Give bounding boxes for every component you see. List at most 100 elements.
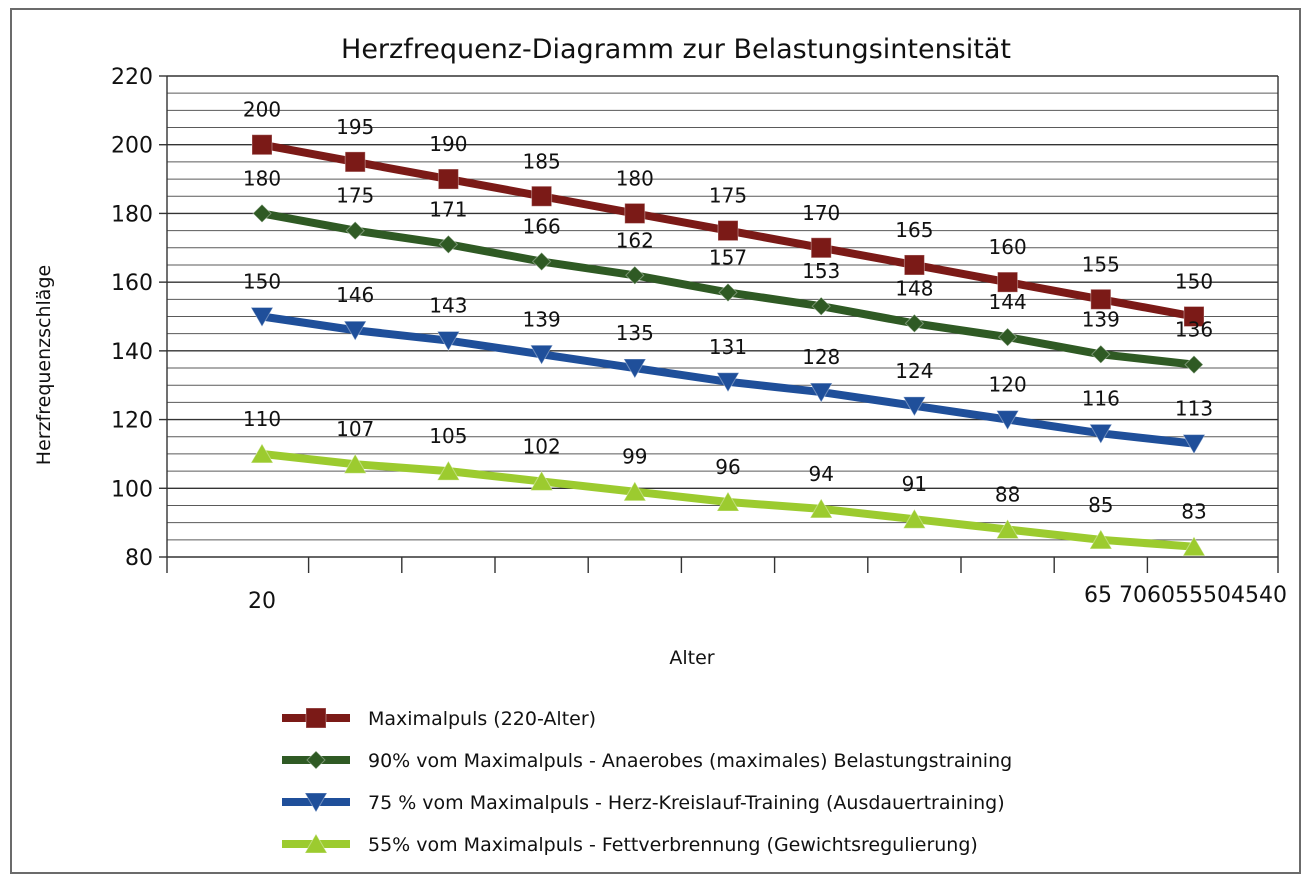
series-ausdauer-75-point-4: [622, 358, 647, 380]
series-anaerob-90-label-2: 171: [429, 197, 467, 221]
series-ausdauer-75-label-9: 116: [1082, 386, 1120, 410]
series-anaerob-90-label-5: 157: [709, 245, 747, 269]
series-fettverbrennung-55-label-5: 96: [715, 455, 740, 479]
series-fettverbrennung-55-label-9: 85: [1088, 493, 1113, 517]
series-maximalpuls-point-10: [1183, 306, 1205, 327]
legend-item-fettverbrennung-55-label: 55% vom Maximalpuls - Fettverbrennung (G…: [368, 834, 978, 856]
series-ausdauer-75-label-4: 135: [616, 321, 654, 345]
series-ausdauer-75-point-10: [1182, 434, 1206, 455]
series-maximalpuls: [251, 134, 1205, 327]
legend: Maximalpuls (220-Alter) 90% vom Maximalpu…: [282, 707, 1012, 856]
series-anaerob-90-label-3: 166: [523, 215, 561, 239]
series-fettverbrennung-55-point-0: [250, 442, 274, 464]
legend-item-maximalpuls-label: Maximalpuls (220-Alter): [368, 708, 596, 730]
x-tick-label-first: 20: [248, 589, 276, 614]
legend-item-anaerob-90-swatch-point-0: [306, 750, 326, 770]
series-ausdauer-75-point-9: [1088, 423, 1113, 445]
series-fettverbrennung-55-point-6: [809, 497, 834, 519]
series-anaerob-90-label-9: 139: [1082, 307, 1120, 331]
series-layer: [250, 134, 1206, 557]
series-fettverbrennung-55-point-2: [436, 460, 461, 481]
series-maximalpuls-label-5: 175: [709, 184, 747, 208]
series-fettverbrennung-55-point-5: [716, 491, 740, 512]
series-fettverbrennung-55-label-3: 102: [523, 434, 561, 458]
series-maximalpuls-label-3: 185: [523, 149, 561, 173]
series-ausdauer-75-point-3: [529, 344, 554, 366]
series-fettverbrennung-55-label-7: 91: [902, 472, 927, 496]
series-ausdauer-75-label-2: 143: [429, 294, 467, 318]
series-maximalpuls-point-6: [810, 237, 832, 259]
series-ausdauer-75-label-3: 139: [523, 307, 561, 331]
series-fettverbrennung-55-point-10: [1182, 535, 1206, 557]
series-maximalpuls-point-4: [624, 202, 646, 224]
series-maximalpuls-label-10: 150: [1175, 270, 1213, 294]
series-ausdauer-75-label-1: 146: [336, 283, 374, 307]
y-tick-label-220: 220: [111, 65, 153, 90]
legend-item-ausdauer-75: 75 % vom Maximalpuls - Herz-Kreislauf-Tr…: [282, 792, 1005, 814]
series-fettverbrennung-55-point-8: [995, 518, 1020, 540]
series-ausdauer-75-point-0: [250, 307, 274, 328]
series-fettverbrennung-55-point-1: [343, 453, 368, 474]
chart-title: Herzfrequenz-Diagramm zur Belastungsinte…: [341, 34, 1011, 65]
series-fettverbrennung-55-label-0: 110: [243, 407, 281, 431]
legend-item-fettverbrennung-55: 55% vom Maximalpuls - Fettverbrennung (G…: [282, 833, 978, 856]
legend-item-fettverbrennung-55-swatch-point-0: [304, 833, 328, 854]
y-tick-label-200: 200: [111, 134, 153, 159]
series-maximalpuls-point-7: [903, 254, 925, 276]
series-maximalpuls-point-5: [717, 220, 739, 242]
chart-frame: Herzfrequenz-Diagramm zur Belastungsinte…: [10, 8, 1301, 874]
series-anaerob-90-point-5: [718, 282, 738, 303]
series-ausdauer-75-point-5: [716, 372, 740, 393]
axis-layer: 80 100 120 140 160 180 200 220 20 65 706055504540: [111, 65, 1287, 614]
series-anaerob-90-point-10: [1184, 354, 1204, 375]
series-maximalpuls-point-9: [1090, 288, 1112, 310]
series-ausdauer-75-label-10: 113: [1175, 397, 1213, 421]
series-anaerob-90-point-9: [1091, 344, 1111, 364]
series-anaerob-90-point-7: [904, 313, 925, 334]
y-tick-label-80: 80: [125, 546, 153, 571]
series-ausdauer-75-point-7: [902, 396, 927, 417]
series-anaerob-90-label-7: 148: [895, 276, 933, 300]
series-anaerob-90-label-4: 162: [616, 228, 654, 252]
y-tick-label-100: 100: [111, 477, 153, 502]
series-anaerob-90-label-6: 153: [802, 259, 840, 283]
series-maximalpuls-point-8: [997, 271, 1019, 293]
series-anaerob-90-label-8: 144: [989, 290, 1027, 314]
series-maximalpuls-label-8: 160: [989, 235, 1027, 259]
y-tick-label-120: 120: [111, 409, 153, 434]
series-ausdauer-75-label-8: 120: [989, 373, 1027, 397]
series-fettverbrennung-55-label-1: 107: [336, 417, 374, 441]
series-fettverbrennung-55-point-9: [1088, 528, 1113, 550]
series-anaerob-90-label-1: 175: [336, 184, 374, 208]
chart-canvas: Herzfrequenz-Diagramm zur Belastungsinte…: [33, 34, 1287, 856]
legend-item-ausdauer-75-label: 75 % vom Maximalpuls - Herz-Kreislauf-Tr…: [368, 792, 1005, 814]
series-maximalpuls-point-2: [437, 168, 459, 190]
series-ausdauer-75: [250, 307, 1206, 455]
y-tick-label-180: 180: [111, 202, 153, 227]
series-anaerob-90-point-4: [625, 265, 645, 285]
series-ausdauer-75-label-0: 150: [243, 270, 281, 294]
y-axis-label: Herzfrequenzschläge: [33, 265, 55, 465]
series-ausdauer-75-label-6: 128: [802, 345, 840, 369]
series-ausdauer-75-label-7: 124: [895, 359, 933, 383]
x-tick-label-last: 65 706055504540: [1084, 583, 1287, 608]
series-ausdauer-75-point-6: [809, 382, 834, 404]
series-maximalpuls-label-4: 180: [616, 166, 654, 190]
series-maximalpuls-point-3: [531, 185, 553, 207]
legend-item-maximalpuls: Maximalpuls (220-Alter): [282, 707, 596, 730]
series-fettverbrennung-55-point-4: [622, 480, 647, 502]
series-fettverbrennung-55-point-7: [902, 508, 927, 529]
series-maximalpuls-label-2: 190: [429, 132, 467, 156]
x-axis-label: Alter: [669, 647, 714, 669]
series-fettverbrennung-55-label-2: 105: [429, 424, 467, 448]
series-maximalpuls-label-9: 155: [1082, 252, 1120, 276]
data-labels-layer: 200 195 190 185 180 175 170 165 160 155 150 180 175 1…: [243, 98, 1213, 524]
series-ausdauer-75-label-5: 131: [709, 335, 747, 359]
series-anaerob-90-point-8: [997, 327, 1018, 347]
series-anaerob-90-point-2: [438, 234, 459, 255]
series-fettverbrennung-55-label-6: 94: [808, 462, 833, 486]
series-anaerob-90-label-10: 136: [1175, 318, 1213, 342]
legend-item-anaerob-90-label: 90% vom Maximalpuls - Anaerobes (maximal…: [368, 750, 1012, 772]
series-anaerob-90-point-1: [345, 220, 365, 241]
series-ausdauer-75-point-1: [343, 320, 368, 342]
